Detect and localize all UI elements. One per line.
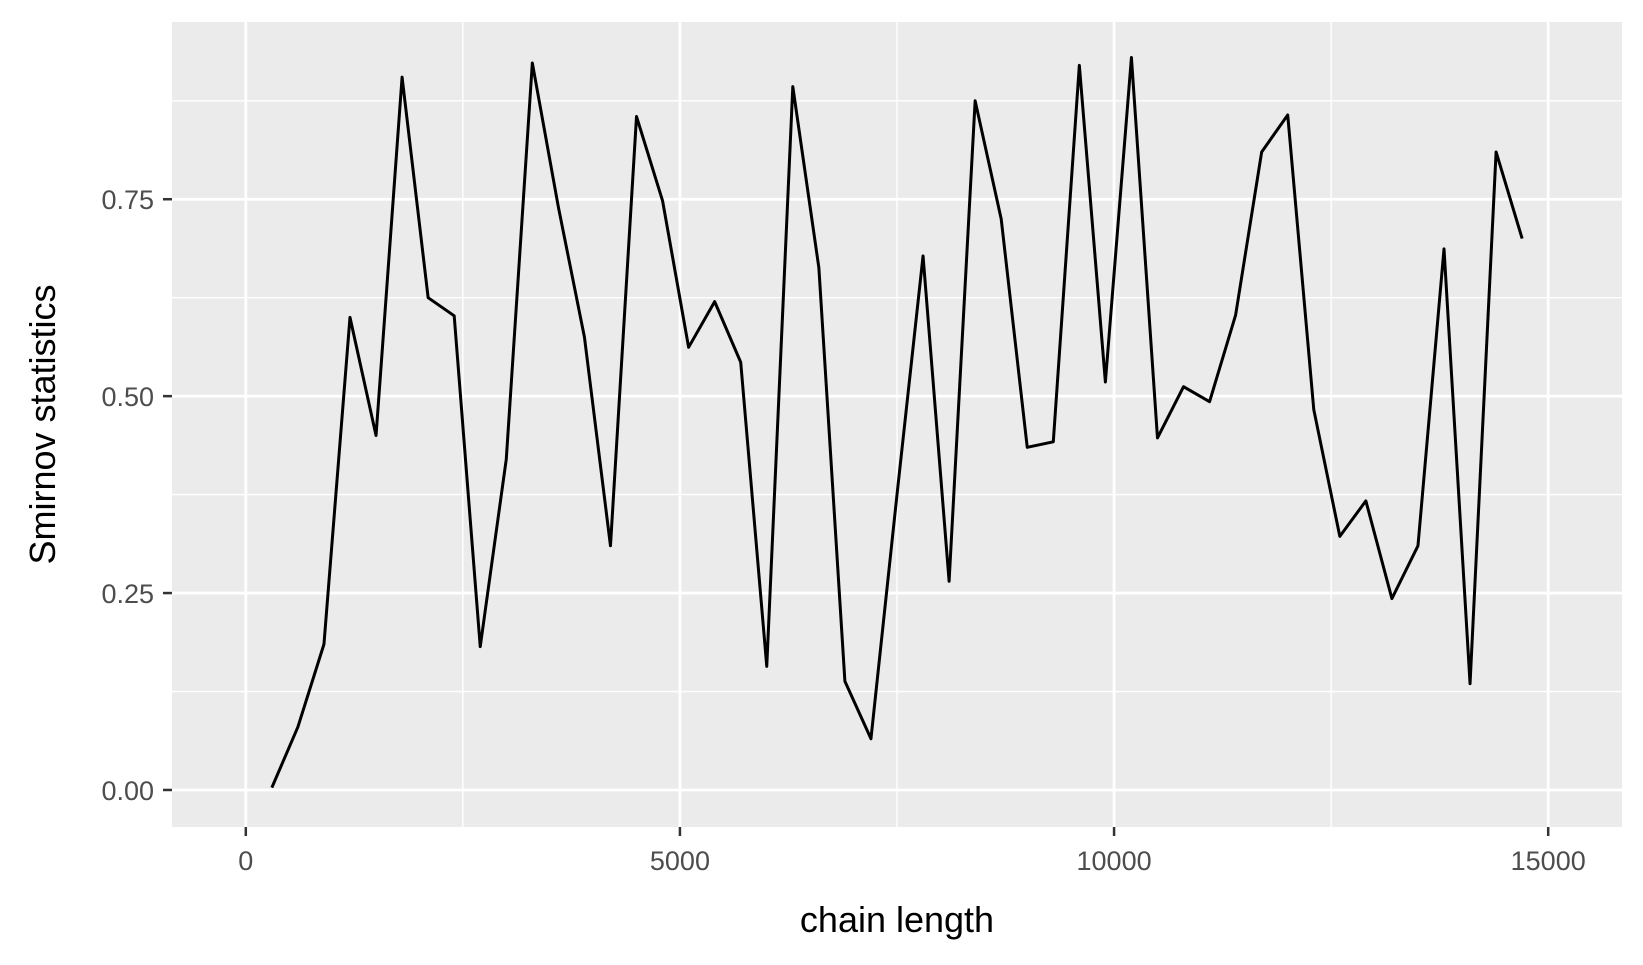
- major-gridlines: [172, 22, 1622, 827]
- x-tick-label: 15000: [1511, 846, 1586, 876]
- x-axis: 0 5000 10000 15000: [238, 827, 1586, 876]
- y-tick-label: 0.50: [101, 382, 154, 412]
- y-tick-label: 0.75: [101, 185, 154, 215]
- x-tick-label: 5000: [650, 846, 710, 876]
- y-tick-label: 0.25: [101, 579, 154, 609]
- y-axis: 0.00 0.25 0.50 0.75: [101, 185, 172, 806]
- series-line: [270, 55, 1524, 789]
- x-tick-label: 0: [238, 846, 253, 876]
- minor-gridlines: [172, 22, 1622, 827]
- y-tick-label: 0.00: [101, 776, 154, 806]
- x-axis-title: chain length: [800, 899, 994, 940]
- x-tick-label: 10000: [1077, 846, 1152, 876]
- y-axis-title: Smirnov statistics: [22, 284, 63, 564]
